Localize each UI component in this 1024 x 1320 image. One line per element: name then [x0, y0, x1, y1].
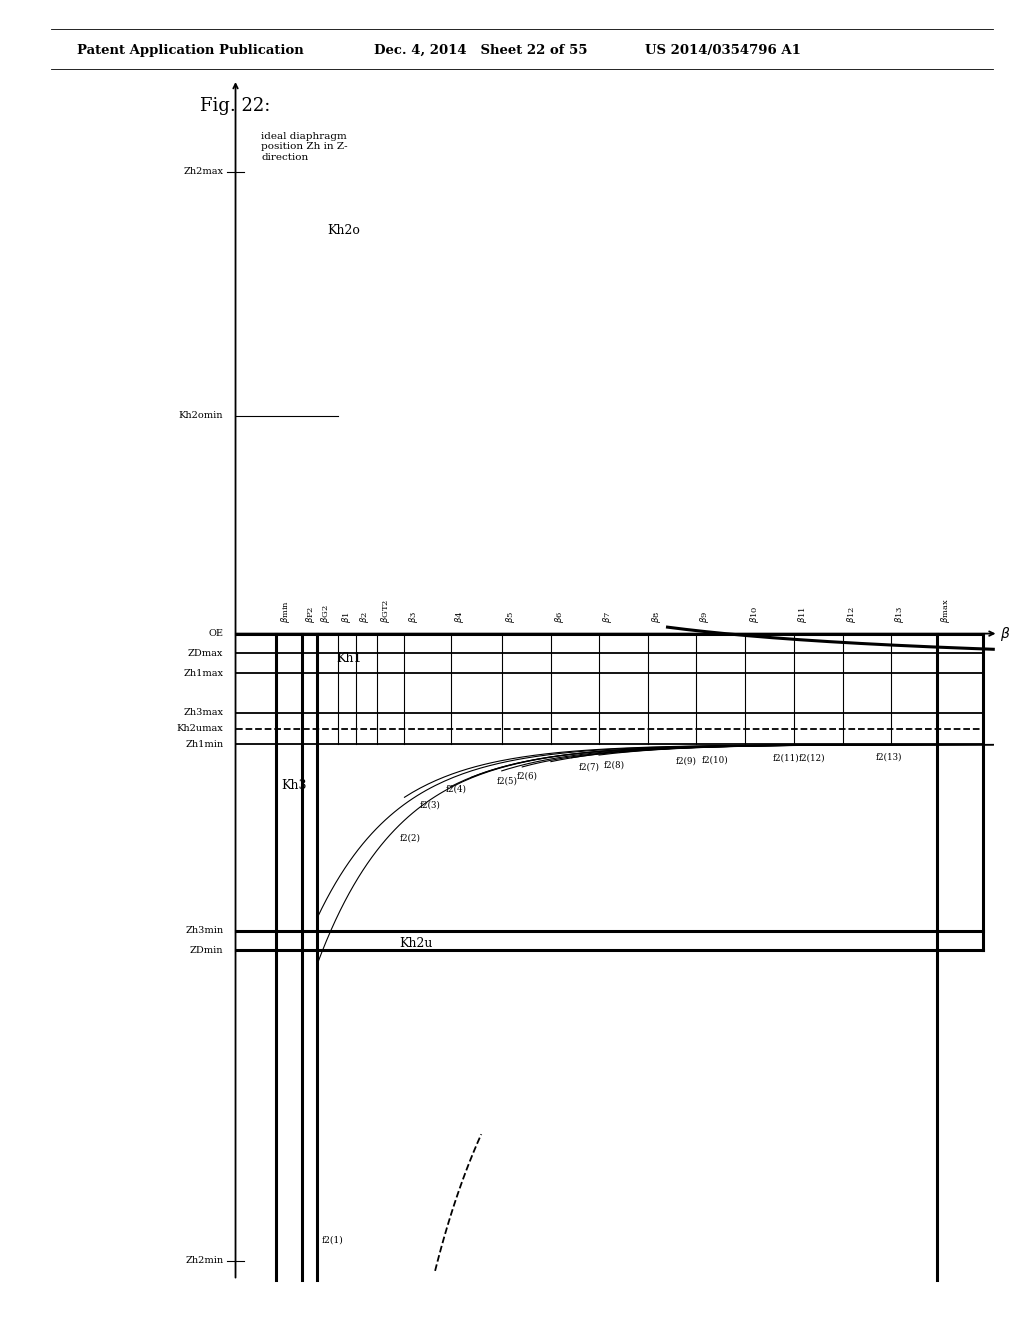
Text: Dec. 4, 2014   Sheet 22 of 55: Dec. 4, 2014 Sheet 22 of 55 — [374, 44, 587, 57]
Text: Zh1min: Zh1min — [185, 741, 223, 748]
Text: ZDmax: ZDmax — [187, 649, 223, 657]
Text: $\beta$12: $\beta$12 — [845, 606, 858, 623]
Text: $\beta$8: $\beta$8 — [650, 611, 664, 623]
Text: $\beta$2: $\beta$2 — [358, 611, 372, 623]
Text: f2(12): f2(12) — [799, 754, 825, 763]
Text: $\beta$5: $\beta$5 — [504, 611, 517, 623]
Text: f2(6): f2(6) — [517, 771, 539, 780]
Text: $\beta$GT2: $\beta$GT2 — [379, 599, 392, 623]
Text: $\beta$: $\beta$ — [1000, 624, 1011, 643]
Text: Zh1max: Zh1max — [183, 669, 223, 677]
Text: f2(7): f2(7) — [579, 763, 600, 772]
Text: Kh1: Kh1 — [336, 652, 361, 665]
Text: US 2014/0354796 A1: US 2014/0354796 A1 — [645, 44, 801, 57]
Text: Kh2omin: Kh2omin — [179, 412, 223, 420]
Text: $\beta$3: $\beta$3 — [407, 611, 420, 623]
Text: f2(13): f2(13) — [876, 752, 902, 762]
Text: Patent Application Publication: Patent Application Publication — [77, 44, 303, 57]
Text: $\beta$G2: $\beta$G2 — [319, 605, 333, 623]
Text: Zh3max: Zh3max — [183, 709, 223, 717]
Text: $\beta$7: $\beta$7 — [601, 611, 614, 623]
Text: $\beta$4: $\beta$4 — [453, 611, 466, 623]
Text: f2(5): f2(5) — [497, 776, 518, 785]
Text: Zh2min: Zh2min — [185, 1257, 223, 1265]
Text: OE: OE — [208, 630, 223, 638]
Text: $\beta$min: $\beta$min — [279, 599, 292, 623]
Text: Fig. 22:: Fig. 22: — [200, 96, 270, 115]
Text: $\beta$10: $\beta$10 — [748, 606, 761, 623]
Text: $\beta$9: $\beta$9 — [698, 611, 712, 623]
Text: $\beta$P2: $\beta$P2 — [304, 606, 317, 623]
Text: $\beta$1: $\beta$1 — [340, 611, 353, 623]
Text: ZDmin: ZDmin — [189, 946, 223, 954]
Text: Zh2max: Zh2max — [183, 168, 223, 176]
Text: Kh2u: Kh2u — [399, 937, 433, 950]
Text: f2(3): f2(3) — [420, 801, 440, 809]
Text: f2(1): f2(1) — [322, 1236, 343, 1245]
Text: $\beta$13: $\beta$13 — [893, 606, 906, 623]
Text: f2(11): f2(11) — [773, 754, 800, 763]
Text: f2(2): f2(2) — [399, 833, 421, 842]
Text: $\beta$11: $\beta$11 — [796, 606, 809, 623]
Text: f2(8): f2(8) — [604, 760, 626, 770]
Text: $\beta$max: $\beta$max — [939, 598, 952, 623]
Text: Zh3min: Zh3min — [185, 927, 223, 935]
Text: Kh2o: Kh2o — [328, 224, 360, 238]
Text: f2(10): f2(10) — [701, 755, 728, 764]
Text: $\beta$6: $\beta$6 — [553, 611, 566, 623]
Text: Kh3: Kh3 — [282, 779, 307, 792]
Text: ideal diaphragm
position Zh in Z-
direction: ideal diaphragm position Zh in Z- direct… — [261, 132, 348, 162]
Text: f2(4): f2(4) — [445, 785, 467, 795]
Text: f2(9): f2(9) — [676, 756, 697, 766]
Text: Kh2umax: Kh2umax — [176, 725, 223, 733]
